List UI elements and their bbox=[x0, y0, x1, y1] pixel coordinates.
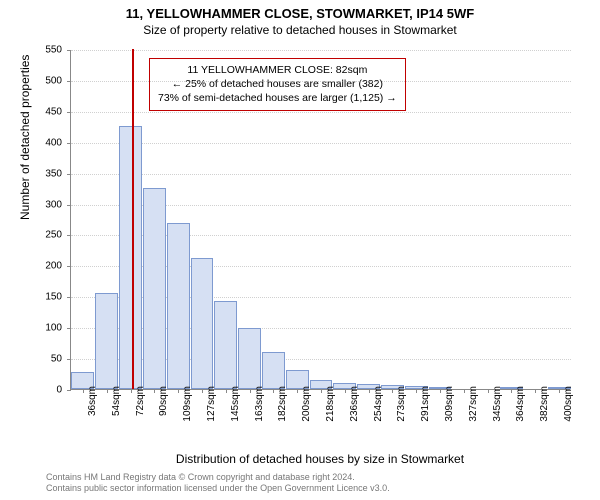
y-tick-label: 300 bbox=[45, 199, 62, 210]
bar bbox=[143, 188, 166, 389]
chart-container: Number of detached properties 11 YELLOWH… bbox=[40, 50, 580, 430]
x-tick-label: 72sqm bbox=[135, 386, 146, 416]
annotation-line-3: 73% of semi-detached houses are larger (… bbox=[158, 91, 397, 105]
y-tick-label: 50 bbox=[51, 354, 62, 365]
chart-title-1: 11, YELLOWHAMMER CLOSE, STOWMARKET, IP14… bbox=[0, 0, 600, 21]
footer-line-1: Contains HM Land Registry data © Crown c… bbox=[46, 472, 390, 483]
y-tick-label: 200 bbox=[45, 261, 62, 272]
x-tick-label: 163sqm bbox=[254, 386, 265, 422]
y-tick-label: 500 bbox=[45, 75, 62, 86]
chart-title-2: Size of property relative to detached ho… bbox=[0, 21, 600, 37]
y-tick-label: 150 bbox=[45, 292, 62, 303]
bar bbox=[191, 258, 214, 389]
y-axis-label: Number of detached properties bbox=[18, 55, 32, 220]
bar bbox=[95, 293, 118, 389]
footer-attribution: Contains HM Land Registry data © Crown c… bbox=[46, 472, 390, 495]
x-tick-label: 291sqm bbox=[420, 386, 431, 422]
x-tick-label: 382sqm bbox=[539, 386, 550, 422]
x-tick-label: 127sqm bbox=[206, 386, 217, 422]
x-tick-label: 200sqm bbox=[301, 386, 312, 422]
x-tick-label: 54sqm bbox=[111, 386, 122, 416]
annotation-line-1: 11 YELLOWHAMMER CLOSE: 82sqm bbox=[158, 63, 397, 77]
plot-area: 11 YELLOWHAMMER CLOSE: 82sqm ← 25% of de… bbox=[70, 50, 570, 390]
x-tick-label: 273sqm bbox=[396, 386, 407, 422]
x-tick-label: 109sqm bbox=[182, 386, 193, 422]
x-tick-label: 36sqm bbox=[87, 386, 98, 416]
x-tick-label: 145sqm bbox=[230, 386, 241, 422]
annotation-line-2: ← 25% of detached houses are smaller (38… bbox=[158, 77, 397, 91]
y-tick-label: 100 bbox=[45, 323, 62, 334]
x-tick-label: 90sqm bbox=[158, 386, 169, 416]
x-tick-label: 364sqm bbox=[515, 386, 526, 422]
y-tick-label: 250 bbox=[45, 230, 62, 241]
x-tick-label: 327sqm bbox=[468, 386, 479, 422]
x-tick-label: 400sqm bbox=[563, 386, 574, 422]
x-tick-label: 345sqm bbox=[492, 386, 503, 422]
y-tick-label: 0 bbox=[56, 385, 62, 396]
annotation-box: 11 YELLOWHAMMER CLOSE: 82sqm ← 25% of de… bbox=[149, 58, 406, 111]
y-tick-label: 450 bbox=[45, 106, 62, 117]
x-axis-label: Distribution of detached houses by size … bbox=[70, 452, 570, 466]
x-tick-label: 309sqm bbox=[444, 386, 455, 422]
y-tick-label: 400 bbox=[45, 137, 62, 148]
y-tick-label: 550 bbox=[45, 45, 62, 56]
x-tick-label: 254sqm bbox=[373, 386, 384, 422]
bar bbox=[262, 352, 285, 389]
bar bbox=[214, 301, 237, 389]
x-tick-label: 218sqm bbox=[325, 386, 336, 422]
bar bbox=[119, 126, 142, 389]
bar bbox=[167, 223, 190, 389]
property-marker-line bbox=[132, 49, 134, 389]
y-tick-label: 350 bbox=[45, 168, 62, 179]
bar bbox=[238, 328, 261, 389]
x-tick-label: 236sqm bbox=[349, 386, 360, 422]
footer-line-2: Contains public sector information licen… bbox=[46, 483, 390, 494]
x-tick-label: 182sqm bbox=[277, 386, 288, 422]
